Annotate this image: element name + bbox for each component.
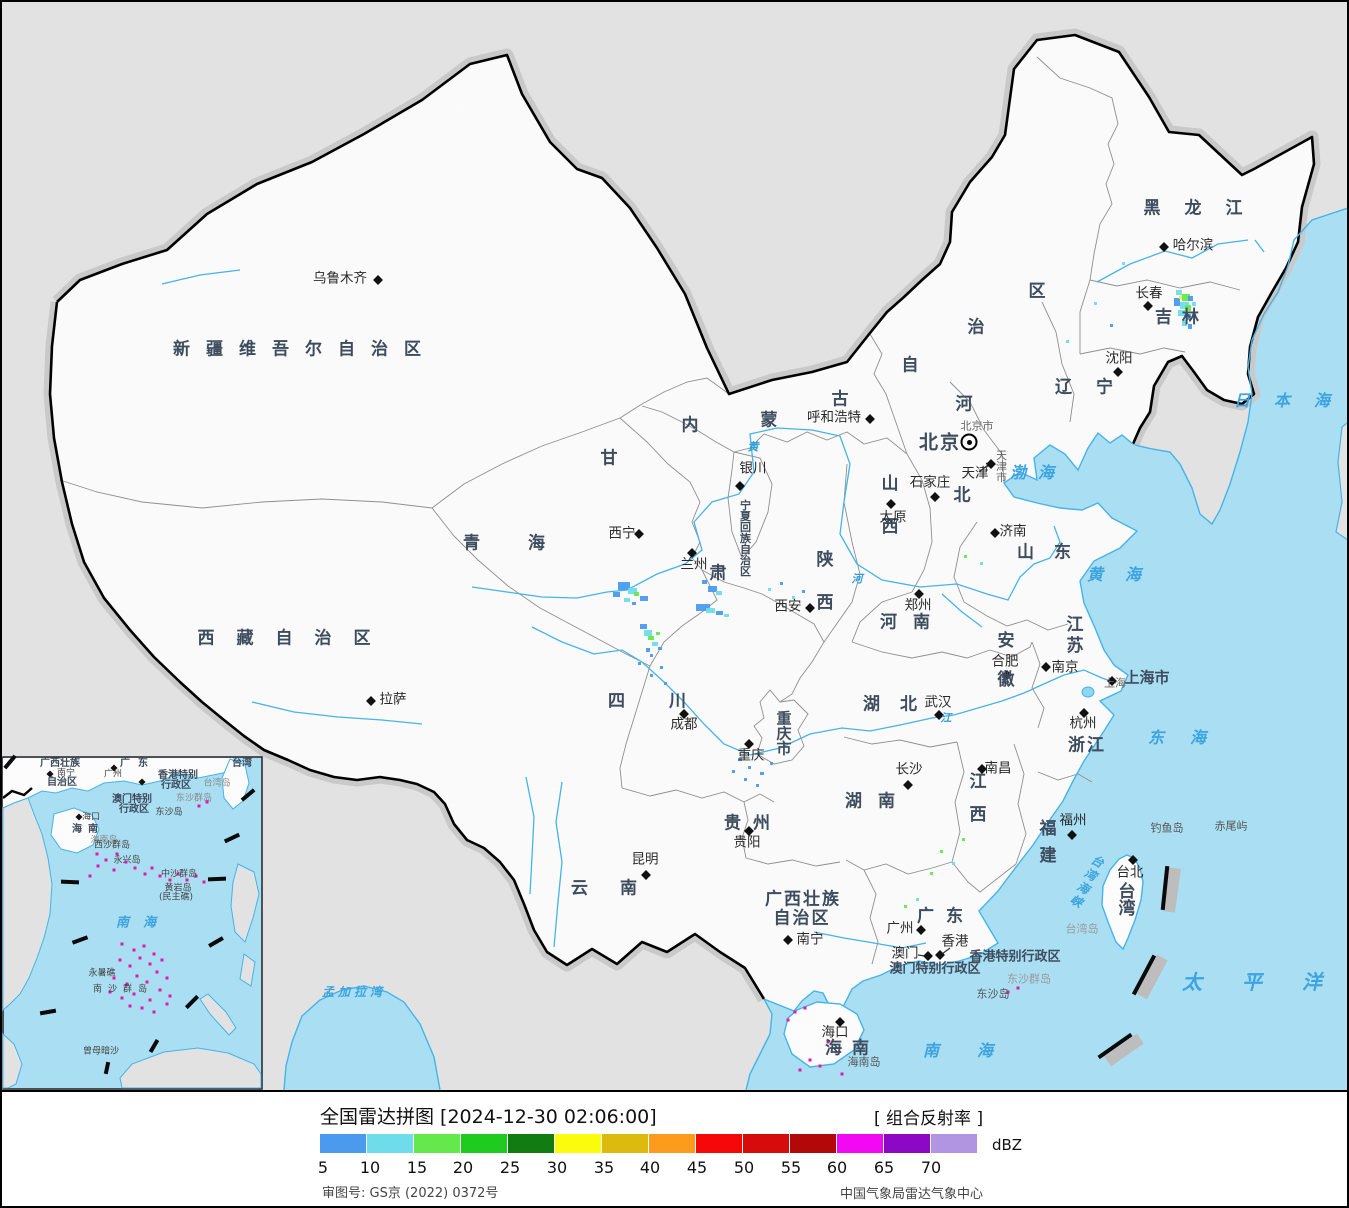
japan-sliver: [1335, 422, 1347, 541]
legend-color-cell: [837, 1134, 883, 1153]
inset-palawan: [199, 993, 237, 1036]
legend-product: [ 组合反射率 ]: [874, 1109, 984, 1129]
legend-tick: 65: [873, 1158, 895, 1177]
credit-text: 中国气象局雷达气象中心: [840, 1187, 984, 1202]
legend-color-cell: [649, 1134, 695, 1153]
legend-color-cell: [414, 1134, 460, 1153]
base-map-svg: [2, 2, 1347, 1090]
legend-color-cell: [508, 1134, 554, 1153]
national-border-north: [56, 33, 1316, 445]
taiwan-island: [1101, 854, 1144, 951]
legend-tick: 5: [317, 1158, 329, 1177]
inset-national-border: [2, 787, 33, 799]
legend-panel: 全国雷达拼图 [2024-12-30 02:06:00] [ 组合反射率 ] d…: [2, 1090, 1347, 1206]
capital-marker-icon: [960, 433, 978, 451]
legend-tick: 70: [920, 1158, 942, 1177]
legend-colorbar: [320, 1134, 977, 1153]
legend-tick: 20: [452, 1158, 474, 1177]
coastlines: [283, 207, 1347, 1090]
legend-tick: 10: [359, 1158, 381, 1177]
inset-map: [2, 756, 263, 1090]
map-license-number: 审图号: GS京 (2022) 0372号: [322, 1186, 499, 1201]
legend-color-cell: [790, 1134, 836, 1153]
legend-tick: 60: [826, 1158, 848, 1177]
legend-color-cell: [884, 1134, 930, 1153]
legend-tick: 50: [733, 1158, 755, 1177]
legend-tick: 30: [546, 1158, 568, 1177]
rivers: [161, 239, 1265, 949]
national-border-south: [48, 301, 766, 1000]
legend-color-cell: [461, 1134, 507, 1153]
legend-color-cell: [602, 1134, 648, 1153]
inset-hainan: [50, 807, 100, 854]
legend-tick: 15: [406, 1158, 428, 1177]
legend-color-cell: [696, 1134, 742, 1153]
legend-color-cell: [555, 1134, 601, 1153]
legend-tick: 45: [686, 1158, 708, 1177]
inset-luzon: [230, 863, 260, 943]
legend-color-cell: [367, 1134, 413, 1153]
lake-taihu: [1081, 686, 1095, 698]
legend-color-cell: [743, 1134, 789, 1153]
legend-tick: 40: [639, 1158, 661, 1177]
inset-china-coast-land: [3, 758, 236, 808]
legend-tick: 35: [593, 1158, 615, 1177]
legend-tick: 25: [499, 1158, 521, 1177]
inset-borneo: [119, 1047, 262, 1089]
legend-color-cell: [320, 1134, 366, 1153]
legend-color-cell: [931, 1134, 977, 1153]
province-borders: [59, 56, 1241, 965]
legend-title: 全国雷达拼图 [2024-12-30 02:06:00]: [320, 1106, 657, 1128]
legend-unit: dBZ: [992, 1136, 1023, 1154]
inset-vietnam: [2, 797, 53, 1012]
legend-tick: 55: [780, 1158, 802, 1177]
inset-malay: [2, 1032, 23, 1089]
map-canvas: 黑龙江 吉林 辽宁内蒙古自治区新疆维吾尔自治区 西藏自治区 青海甘肃宁夏回族自治区 陕西山…: [2, 2, 1347, 1090]
